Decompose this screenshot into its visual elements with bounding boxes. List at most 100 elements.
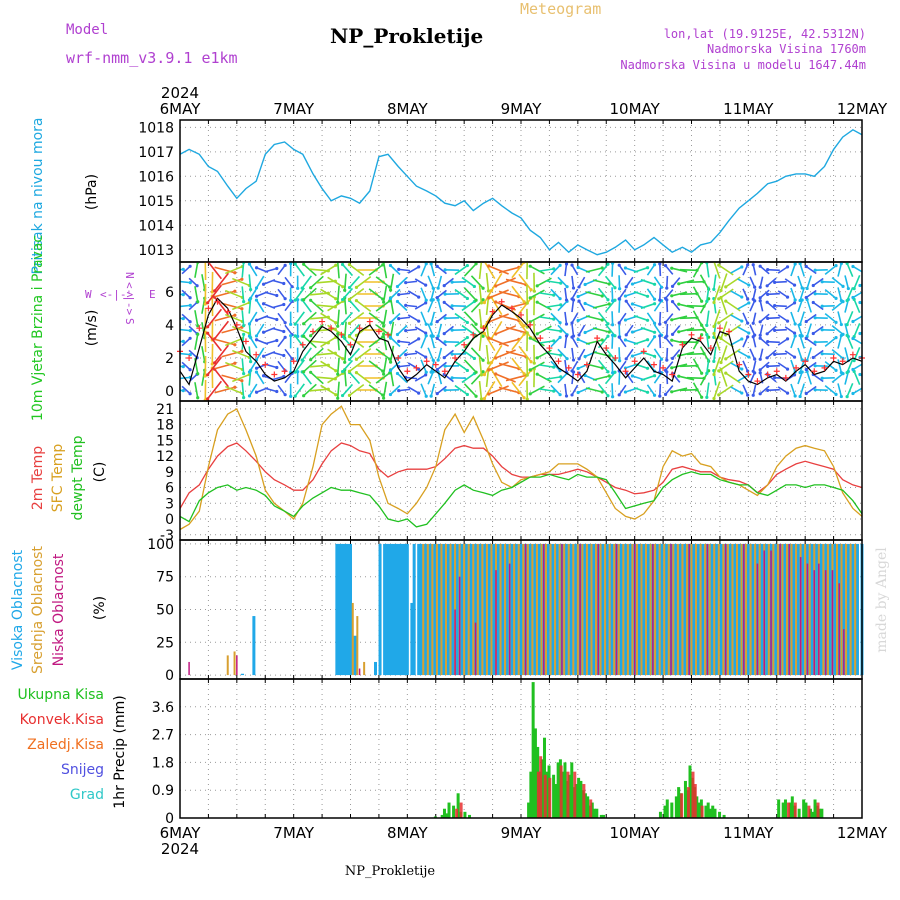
wind-arrow-head	[522, 372, 526, 376]
wind-arrow-head	[558, 321, 562, 325]
mid-cloud-bar	[658, 543, 661, 676]
high-cloud-bar	[455, 543, 459, 676]
high-cloud-bar	[819, 543, 823, 676]
wind-arrow-head	[606, 322, 610, 326]
high-cloud-bar	[710, 543, 714, 676]
wind-arrow-head	[652, 330, 657, 334]
wind-arrow	[592, 327, 610, 333]
wind-arrow	[713, 381, 721, 399]
y-tick-label: 3	[165, 496, 174, 512]
wind-arrow	[180, 340, 184, 343]
wind-arrow	[853, 371, 861, 385]
wind-arrow	[301, 323, 312, 337]
wind-arrow	[742, 312, 749, 324]
wind-arrow-head	[293, 394, 297, 398]
low-cloud-bar	[799, 557, 802, 676]
precip-total-bar	[554, 784, 558, 818]
wind-arrow-head	[705, 395, 709, 399]
wind-arrow	[618, 384, 627, 396]
wind-arrow-head	[525, 331, 529, 335]
wind-arrow	[646, 312, 656, 324]
wind-arrow	[284, 372, 293, 384]
wind-gust-marker	[196, 325, 203, 332]
wind-arrow	[742, 360, 749, 372]
wind-arrow-head	[846, 286, 850, 291]
wind-arrow	[536, 373, 552, 383]
wind-arrow	[320, 264, 337, 276]
wind-arrow	[640, 278, 655, 286]
wind-arrow-head	[347, 263, 352, 267]
wind-arrow-head	[559, 353, 563, 357]
wind-arrow-head	[397, 339, 401, 343]
wind-arrow	[461, 372, 475, 384]
mid-cloud-bar	[672, 543, 675, 676]
wind-arrow-head	[261, 302, 266, 306]
wind-arrow	[671, 349, 681, 359]
wind-arrow	[214, 344, 230, 364]
precip-total-bar	[802, 799, 806, 818]
wind-arrow	[355, 371, 372, 385]
precip-total-bar	[797, 808, 801, 818]
wind-arrow	[389, 336, 401, 348]
wind-arrow	[671, 301, 681, 311]
wind-arrow-head	[479, 373, 484, 377]
wind-arrow	[706, 358, 710, 374]
mid-cloud-bar	[522, 543, 525, 676]
wind-arrow	[232, 373, 250, 383]
wind-arrow-head	[552, 389, 556, 393]
wind-arrow	[437, 299, 443, 313]
wind-arrow-head	[792, 283, 797, 287]
y-tick-label: 100	[147, 537, 174, 553]
wind-arrow	[396, 276, 408, 288]
wind-arrow-head	[652, 282, 657, 286]
mid-cloud-bar	[767, 543, 770, 676]
wind-arrow	[529, 385, 545, 395]
wind-arrow	[348, 383, 365, 397]
wind-arrow-head	[196, 300, 200, 304]
wind-arrow-head	[424, 298, 428, 302]
high-cloud-bar	[683, 543, 687, 676]
precip-total-bar	[718, 811, 722, 818]
mid-cloud-bar	[608, 543, 611, 676]
wind-gust-marker	[356, 325, 363, 332]
wind-arrow-head	[340, 393, 345, 398]
wind-arrow	[490, 320, 503, 340]
wind-arrow	[430, 287, 436, 301]
wind-arrow-head	[611, 371, 615, 375]
wind-arrow-head	[576, 366, 580, 371]
high-cloud-bar	[855, 543, 859, 676]
wind-arrow	[355, 347, 372, 361]
wind-arrow-head	[283, 263, 287, 267]
wind-arrow-head	[758, 336, 762, 340]
wind-arrow-head	[630, 330, 635, 334]
low-cloud-bar	[843, 629, 845, 676]
wind-arrow	[678, 375, 695, 381]
wind-gust-marker	[839, 358, 846, 365]
wind-arrow-head	[773, 352, 777, 356]
precip-total-bar	[674, 796, 678, 818]
precip-total-bar	[704, 805, 708, 818]
wind-arrow-head	[677, 282, 681, 286]
wind-arrow	[284, 324, 293, 336]
wind-arrow	[812, 373, 824, 383]
wind-arrow-head	[465, 296, 469, 301]
bottom-date-axis: 6MAY 7MAY 8MAY 9MAY 10MAY 11MAY 12MAY	[160, 824, 888, 842]
wind-arrow-head	[203, 302, 207, 306]
precip-total-bar	[545, 771, 549, 818]
sfc-temp-ylabel: SFC Temp	[50, 444, 66, 513]
wind-arrow	[382, 309, 388, 327]
wind-gust-marker	[594, 335, 601, 342]
high-cloud-bar	[537, 543, 541, 676]
wind-arrow	[485, 345, 490, 363]
wind-arrow	[592, 375, 610, 381]
wind-arrow	[382, 381, 388, 399]
wind-arrow	[498, 314, 520, 322]
wind-arrow	[201, 322, 206, 338]
wind-arrow	[461, 324, 475, 336]
high-cloud-bar	[394, 543, 398, 676]
wind-arrow-head	[746, 297, 750, 301]
wind-arrow	[812, 325, 824, 335]
wind-arrow	[341, 359, 354, 373]
wind-arrow	[585, 315, 603, 321]
wind-arrow	[241, 262, 245, 278]
